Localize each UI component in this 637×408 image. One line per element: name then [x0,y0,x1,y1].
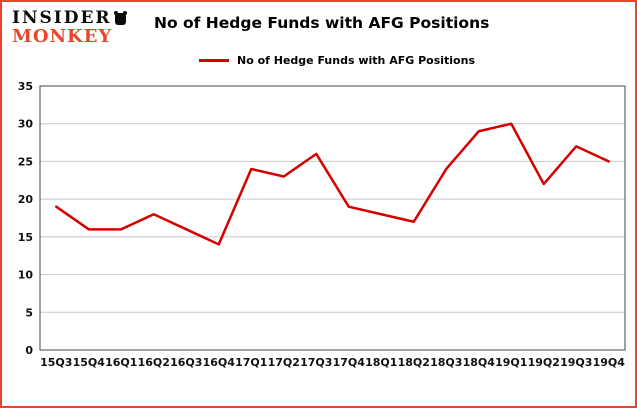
legend-label: No of Hedge Funds with AFG Positions [237,54,475,67]
logo-insider-text: INSIDER [12,8,127,28]
x-tick-label: 16Q2 [138,356,170,369]
y-tick-label: 25 [18,155,33,168]
data-line [55,122,610,246]
x-tick-label: 17Q1 [235,356,267,369]
y-tick-label: 10 [18,269,34,282]
chart-legend: No of Hedge Funds with AFG Positions [199,54,475,67]
y-tick-label: 20 [18,193,34,206]
legend-line-swatch [199,59,229,62]
x-tick-label: 18Q2 [398,356,430,369]
x-tick-label: 17Q3 [300,356,332,369]
y-tick-label: 0 [25,344,33,357]
y-tick-label: 35 [18,80,33,93]
y-tick-label: 30 [18,118,34,131]
line-chart: 0 5 10 15 20 25 30 35 15Q3 15Q4 16Q1 16Q2 16Q3 16Q4 17… [8,78,631,388]
x-tick-label: 15Q3 [40,356,72,369]
x-tick-label: 16Q4 [203,356,236,369]
x-tick-label: 16Q1 [105,356,137,369]
monkey-icon [113,10,127,25]
x-tick-label: 19Q1 [495,356,527,369]
x-tick-label: 16Q3 [170,356,202,369]
x-tick-label: 18Q1 [365,356,397,369]
y-tick-label: 5 [25,306,33,319]
x-tick-label: 18Q3 [430,356,462,369]
chart-title: No of Hedge Funds with AFG Positions [154,14,490,32]
x-tick-label: 15Q4 [73,356,106,369]
logo-insider-label: INSIDER [12,8,112,28]
insider-monkey-logo: INSIDER MONKEY [12,8,127,47]
x-tick-label: 19Q4 [593,356,626,369]
y-tick-label: 15 [18,231,33,244]
logo-monkey-text: MONKEY [12,25,113,47]
x-tick-label: 17Q2 [268,356,300,369]
x-tick-label: 18Q4 [463,356,496,369]
x-tick-label: 17Q4 [333,356,366,369]
plot-border [39,85,626,351]
x-tick-label: 19Q3 [560,356,592,369]
x-tick-label: 19Q2 [528,356,560,369]
